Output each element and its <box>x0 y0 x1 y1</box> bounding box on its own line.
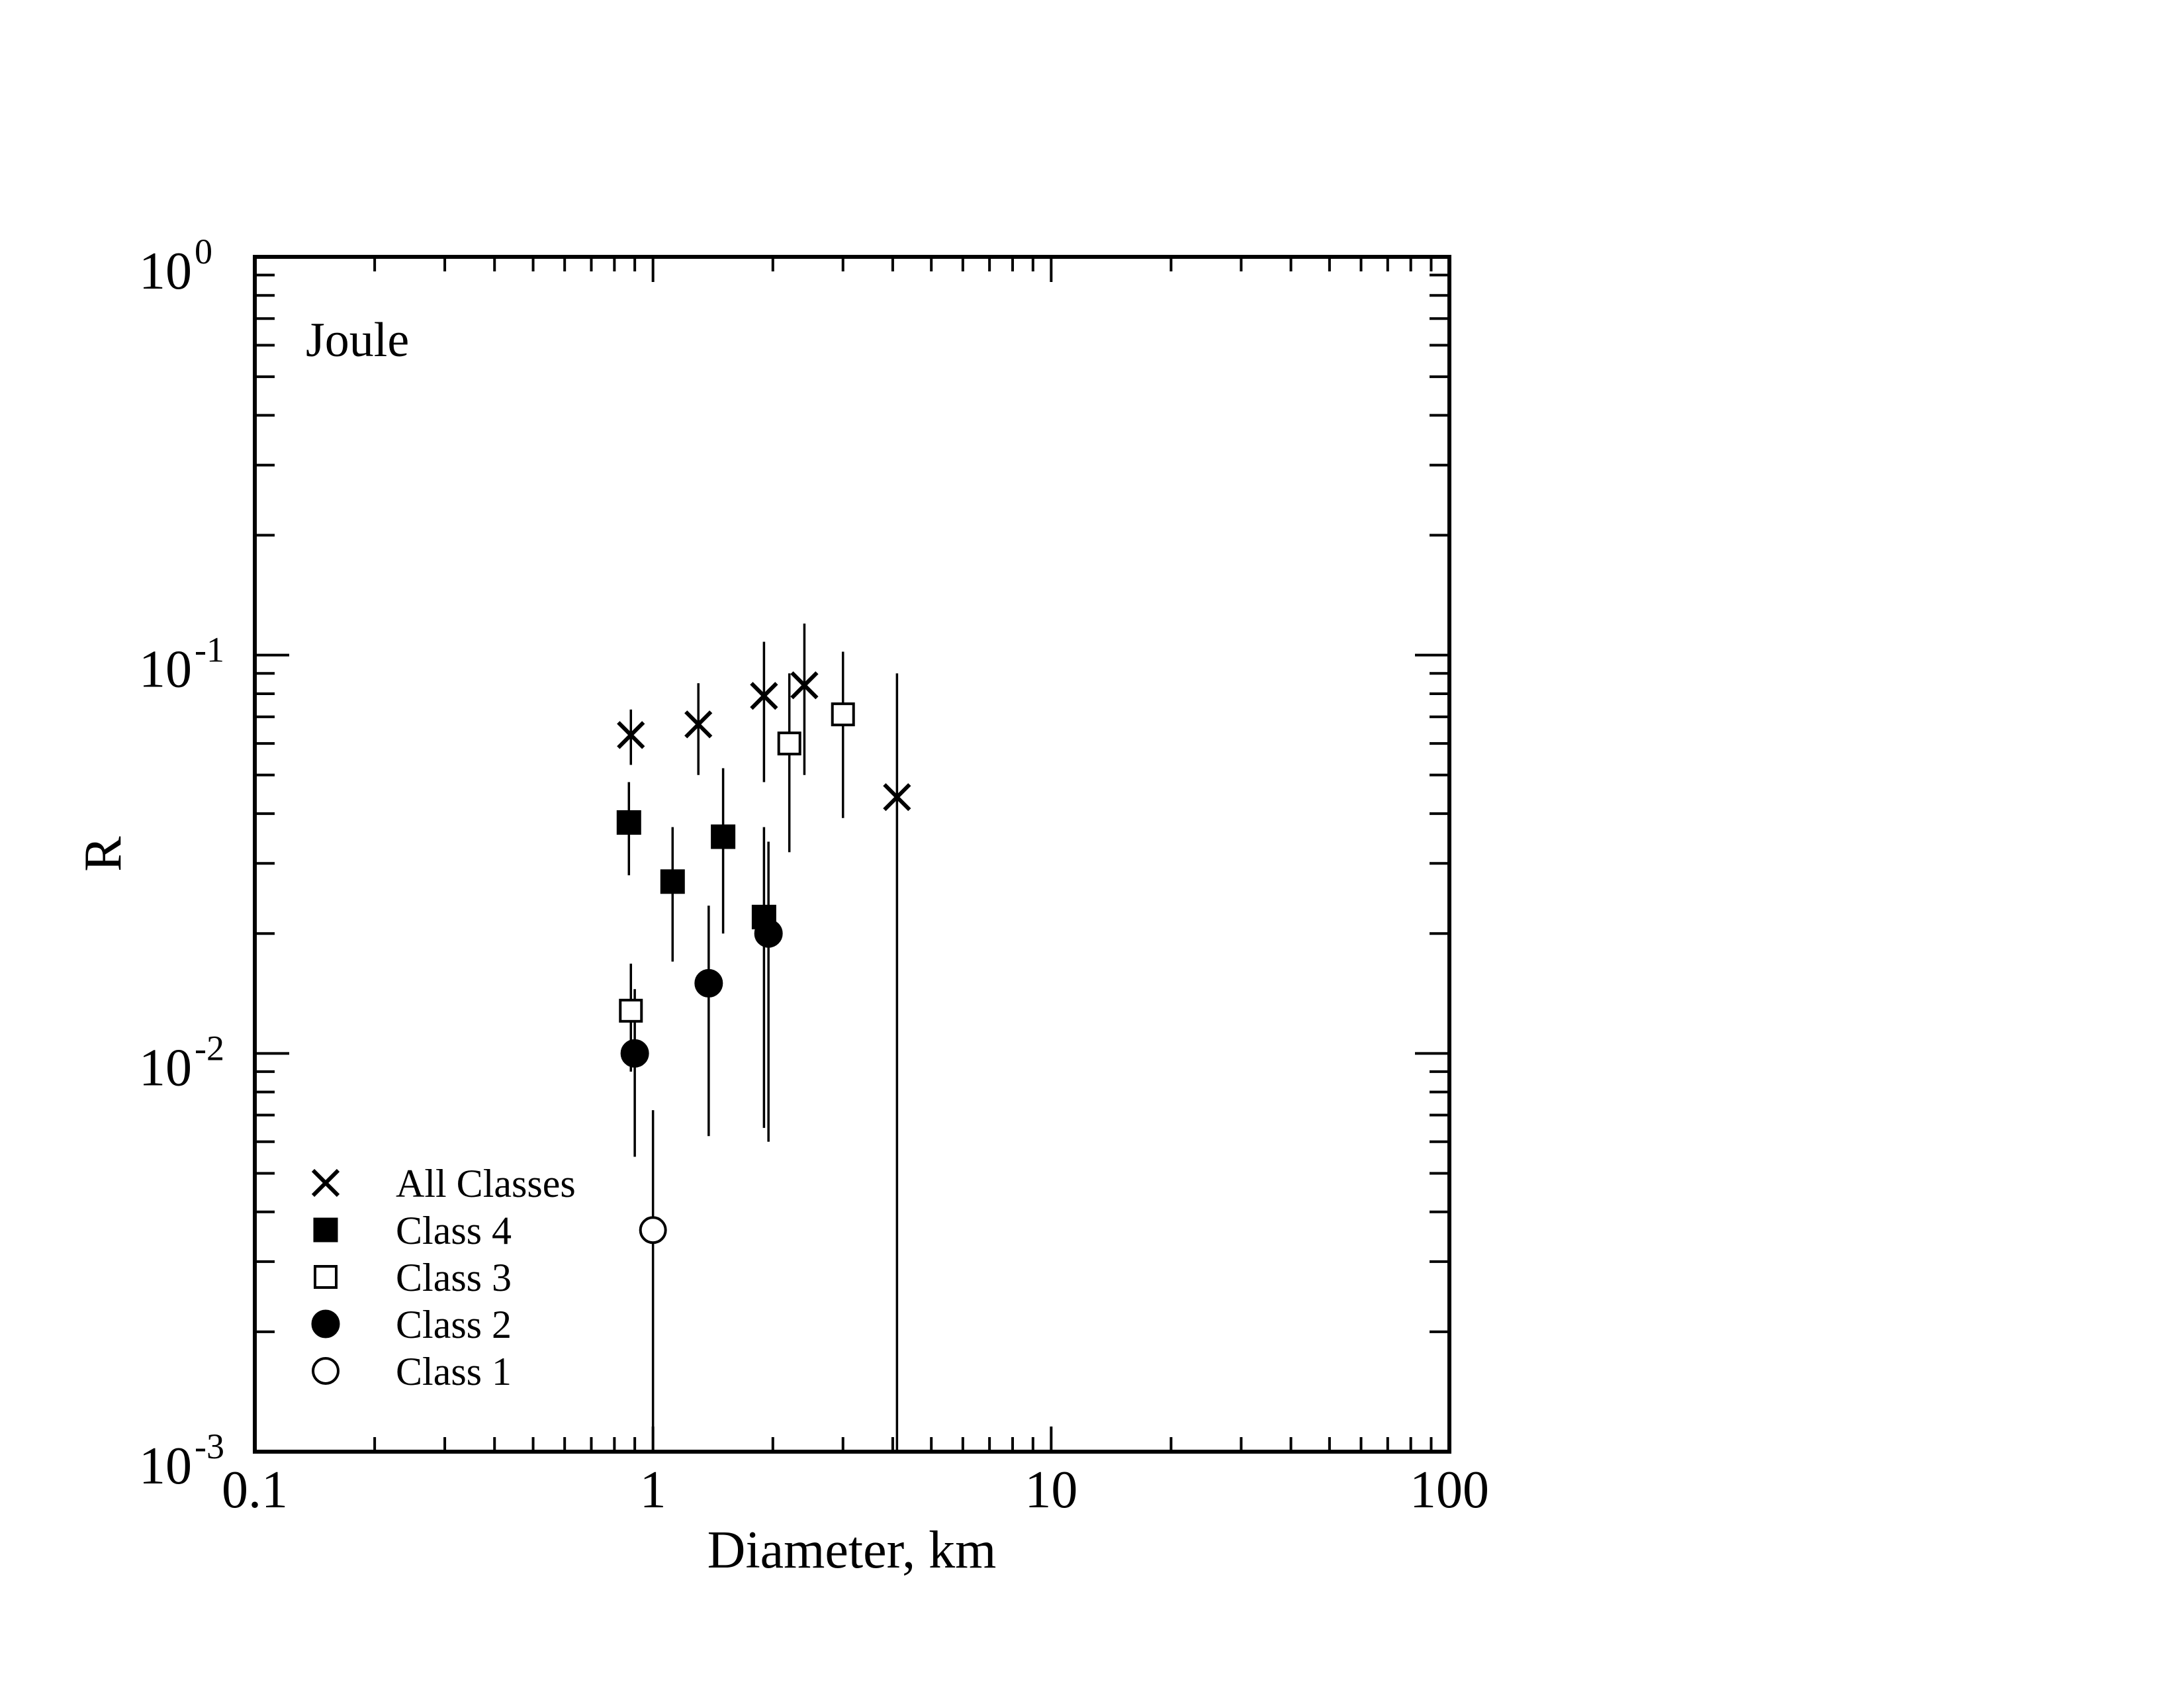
legend-marker-class-2 <box>311 1309 340 1338</box>
class-4-point <box>616 810 641 835</box>
axis-ticks <box>253 257 1449 1453</box>
class-3-point <box>619 998 643 1023</box>
y-axis-label: R <box>74 836 132 872</box>
y-tick-label-exponent: -1 <box>195 630 224 670</box>
y-tick-label-base: 10 <box>139 1437 192 1495</box>
all-classes-point <box>750 682 778 710</box>
y-tick-label-base: 10 <box>139 641 192 699</box>
plot-frame <box>253 255 1451 1454</box>
y-tick-label-exponent: -2 <box>195 1028 224 1068</box>
all-classes-point <box>883 783 911 812</box>
legend-label-class-3: Class 3 <box>396 1256 512 1299</box>
legend-marker-class-4 <box>313 1217 338 1243</box>
x-axis-label: Diameter, km <box>707 1521 997 1579</box>
legend-marker-all-classes <box>311 1168 340 1197</box>
all-classes-point <box>617 721 645 749</box>
legend-label-class-4: Class 4 <box>396 1209 512 1252</box>
error-bars <box>627 624 899 1452</box>
class-2-point <box>620 1039 649 1068</box>
y-tick-label-exponent: 0 <box>195 232 212 271</box>
class-4-point <box>660 869 685 894</box>
legend-marker-class-3 <box>314 1265 338 1289</box>
class-3-point <box>831 702 855 727</box>
all-classes-point <box>684 710 713 739</box>
class-3-point <box>777 731 801 756</box>
legend-label-class-2: Class 2 <box>396 1303 512 1346</box>
x-tick-label: 0.1 <box>222 1461 288 1519</box>
x-tick-label: 100 <box>1410 1461 1489 1519</box>
legend-label-class-1: Class 1 <box>396 1350 512 1393</box>
x-tick-label: 1 <box>640 1461 666 1519</box>
x-tick-label: 10 <box>1024 1461 1077 1519</box>
y-tick-label-base: 10 <box>139 1039 192 1097</box>
legend-marker-class-1 <box>312 1357 340 1385</box>
y-tick-label-base: 10 <box>139 242 192 301</box>
class-1-point <box>639 1216 667 1244</box>
y-tick-label-exponent: -3 <box>195 1427 224 1466</box>
data-markers <box>616 671 911 1244</box>
class-4-point <box>711 824 736 849</box>
panel-title: Joule <box>306 313 409 367</box>
class-2-point <box>754 919 783 948</box>
legend-label-all-classes: All Classes <box>396 1162 576 1205</box>
all-classes-point <box>790 671 819 700</box>
class-2-point <box>694 968 723 998</box>
